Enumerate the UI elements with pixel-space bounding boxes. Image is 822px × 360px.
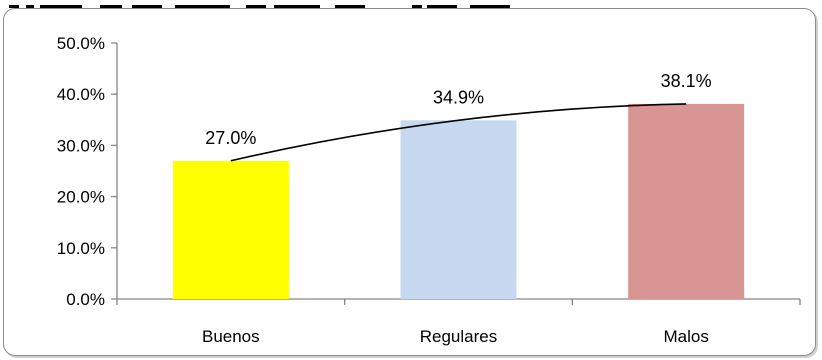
y-tick-label: 10.0%: [57, 239, 105, 258]
bar: [628, 103, 745, 299]
cropped-title-glyphs: [9, 5, 510, 8]
data-label: 34.9%: [433, 87, 484, 107]
y-tick-label: 30.0%: [57, 136, 105, 155]
x-tick-label: Malos: [663, 327, 708, 346]
bar-series: [172, 103, 745, 299]
x-axis: Buenos Regulares Malos: [116, 298, 801, 346]
y-tick-label: 40.0%: [57, 85, 105, 104]
data-label: 27.0%: [205, 128, 256, 148]
y-axis: 0.0% 10.0% 20.0% 30.0% 40.0% 50.0%: [57, 34, 118, 309]
y-tick-label: 20.0%: [57, 188, 105, 207]
trendline: [230, 103, 687, 162]
y-tick-label: 50.0%: [57, 34, 105, 53]
data-label: 38.1%: [661, 71, 712, 91]
x-tick-label: Regulares: [420, 327, 498, 346]
data-labels: 27.0% 34.9% 38.1%: [205, 71, 711, 148]
y-tick-label: 0.0%: [66, 290, 105, 309]
trendline-group: [230, 103, 687, 162]
x-tick-label: Buenos: [202, 327, 260, 346]
bar: [400, 120, 517, 299]
bar: [172, 160, 289, 299]
cropped-title-fragment: [0, 0, 822, 8]
